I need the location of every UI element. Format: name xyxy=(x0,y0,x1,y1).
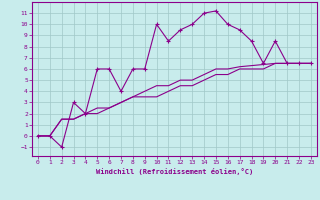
X-axis label: Windchill (Refroidissement éolien,°C): Windchill (Refroidissement éolien,°C) xyxy=(96,168,253,175)
